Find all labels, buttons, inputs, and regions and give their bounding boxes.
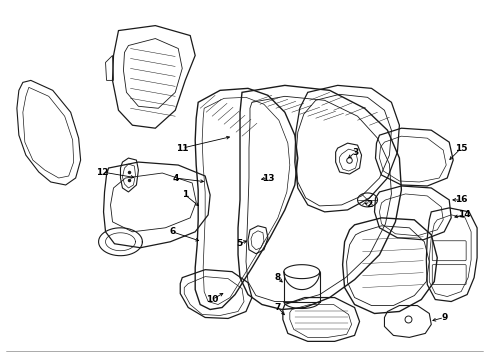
Text: 11: 11 [176,144,188,153]
Text: 15: 15 [454,144,467,153]
Text: 14: 14 [457,210,469,219]
Text: 6: 6 [169,227,175,236]
Text: 12: 12 [96,167,108,176]
Text: 7: 7 [274,303,281,312]
Text: 1: 1 [182,190,188,199]
Text: 3: 3 [352,148,358,157]
Text: 4: 4 [172,174,178,183]
Text: 8: 8 [274,273,281,282]
Text: 16: 16 [454,195,467,204]
Text: 5: 5 [235,239,242,248]
Text: 10: 10 [205,295,218,304]
Text: 9: 9 [440,313,447,322]
Text: 2: 2 [366,201,372,210]
Text: 13: 13 [261,174,274,183]
